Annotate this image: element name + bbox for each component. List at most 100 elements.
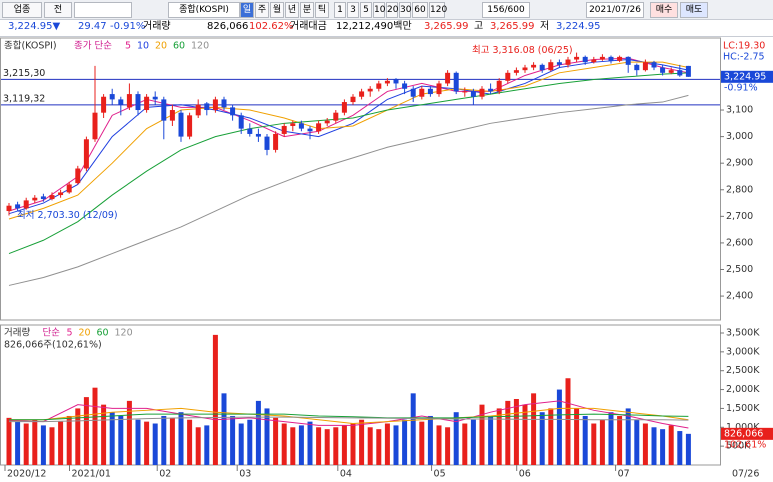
period-button[interactable]: 3 bbox=[347, 2, 359, 18]
month-label: 02 bbox=[159, 469, 171, 480]
open: 3,265.99 bbox=[424, 21, 469, 32]
low-note: 최저 2,703.30 (12/09) bbox=[17, 210, 118, 221]
candle-body bbox=[92, 112, 98, 140]
candle-body bbox=[109, 94, 115, 100]
last-volume: 826,066 bbox=[724, 428, 763, 439]
candle-body bbox=[49, 195, 55, 200]
y-tick-label: 3,000 bbox=[726, 131, 753, 142]
volume-bar bbox=[281, 423, 287, 465]
legend-entry: 10 bbox=[137, 41, 149, 52]
period-button[interactable]: 월 bbox=[270, 2, 284, 18]
hc-label: HC:-2.75 bbox=[723, 52, 765, 63]
volume-bar bbox=[15, 421, 21, 465]
volume-bar bbox=[152, 423, 158, 465]
volume-bar bbox=[410, 393, 416, 465]
volume-bar bbox=[109, 412, 115, 465]
candle-body bbox=[341, 102, 347, 113]
candle-body bbox=[6, 205, 12, 212]
legend-entry: 20 bbox=[155, 41, 167, 52]
candle-body bbox=[23, 200, 29, 209]
last-volume-pct: 102.61% bbox=[724, 439, 766, 450]
legend-entry: 120 bbox=[191, 41, 209, 52]
volume-bar bbox=[393, 425, 399, 465]
candle-body bbox=[436, 83, 442, 95]
period-button[interactable]: 10 bbox=[373, 2, 385, 18]
volume-bar bbox=[565, 378, 571, 465]
volume-bar bbox=[660, 429, 666, 465]
market-select[interactable]: 업종 bbox=[2, 2, 42, 18]
level-label: 3,119,32 bbox=[3, 93, 45, 104]
candle-body bbox=[204, 103, 210, 111]
candle-body bbox=[32, 197, 38, 201]
volume-bar bbox=[324, 429, 330, 465]
y-tick-label: 1,000K bbox=[726, 422, 760, 433]
candle-body bbox=[195, 104, 201, 116]
volume-bar bbox=[212, 334, 218, 465]
period-button[interactable]: 120 bbox=[429, 2, 447, 18]
candle-body bbox=[255, 133, 261, 137]
candle-body bbox=[393, 79, 399, 84]
volume-bar bbox=[75, 408, 81, 465]
volume-bar bbox=[135, 419, 141, 465]
volume-bar bbox=[126, 400, 132, 465]
candle-body bbox=[298, 123, 304, 129]
candle-body bbox=[488, 88, 494, 92]
buy-button[interactable]: 매수 bbox=[650, 2, 678, 18]
candle-body bbox=[608, 56, 614, 61]
count[interactable]: 156/600 bbox=[482, 2, 530, 18]
period-button[interactable]: 5 bbox=[360, 2, 372, 18]
y-tick-label: 1,500K bbox=[726, 403, 760, 414]
candle-body bbox=[410, 88, 416, 97]
period-button[interactable]: 1 bbox=[334, 2, 346, 18]
volume-bar bbox=[238, 423, 244, 465]
candle-body bbox=[660, 67, 666, 73]
period-button[interactable]: 60 bbox=[412, 2, 428, 18]
period-button[interactable]: 30 bbox=[399, 2, 411, 18]
candle-body bbox=[651, 62, 657, 68]
period-button[interactable]: 주 bbox=[255, 2, 269, 18]
candle-body bbox=[247, 128, 253, 134]
period-button[interactable]: 일 bbox=[240, 2, 254, 18]
amount: 12,212,490백만 bbox=[336, 21, 412, 32]
volume-bar bbox=[255, 400, 261, 465]
code-input[interactable] bbox=[74, 2, 132, 18]
volume-bar bbox=[273, 417, 279, 465]
ma-line bbox=[8, 57, 689, 212]
volume-bar bbox=[359, 419, 365, 465]
volume-bar bbox=[419, 421, 425, 465]
candle-body bbox=[565, 59, 571, 65]
period-button[interactable]: 20 bbox=[386, 2, 398, 18]
date[interactable]: 2021/07/26 bbox=[586, 2, 644, 18]
volume-bar bbox=[49, 427, 55, 465]
period-button[interactable]: 분 bbox=[300, 2, 314, 18]
index-name[interactable]: 종합(KOSPI) bbox=[168, 2, 240, 18]
volume-bar bbox=[470, 419, 476, 465]
period-button[interactable]: 년 bbox=[285, 2, 299, 18]
volume: 826,066 bbox=[207, 21, 249, 32]
volume-ma-line bbox=[9, 407, 689, 425]
legend-entry: 20 bbox=[79, 328, 91, 339]
legend-name: 종합(KOSPI) bbox=[4, 41, 57, 52]
legend-entry: 60 bbox=[173, 41, 185, 52]
volume-bar bbox=[367, 427, 373, 465]
volume-bar bbox=[574, 408, 580, 465]
legend-name: 거래량 bbox=[4, 327, 30, 339]
candle-body bbox=[453, 72, 459, 92]
sell-button[interactable]: 매도 bbox=[680, 2, 708, 18]
legend-kind: 단순 bbox=[43, 328, 61, 339]
volume-bar bbox=[247, 419, 253, 465]
candle-body bbox=[376, 83, 382, 89]
amount-label: 거래대금 bbox=[290, 21, 327, 32]
volume-bar bbox=[333, 427, 339, 465]
candle-body bbox=[479, 88, 485, 97]
high-label: 고 bbox=[474, 21, 484, 32]
candle-body bbox=[178, 112, 184, 137]
candle-body bbox=[548, 62, 554, 71]
period-button[interactable]: 틱 bbox=[315, 2, 329, 18]
volume-bar bbox=[144, 421, 150, 465]
legend-entry: 120 bbox=[115, 328, 133, 339]
volume-bar bbox=[40, 425, 46, 465]
all-select[interactable]: 전 bbox=[44, 2, 72, 18]
volume-caption: 826,066주(102,61%) bbox=[4, 340, 102, 351]
